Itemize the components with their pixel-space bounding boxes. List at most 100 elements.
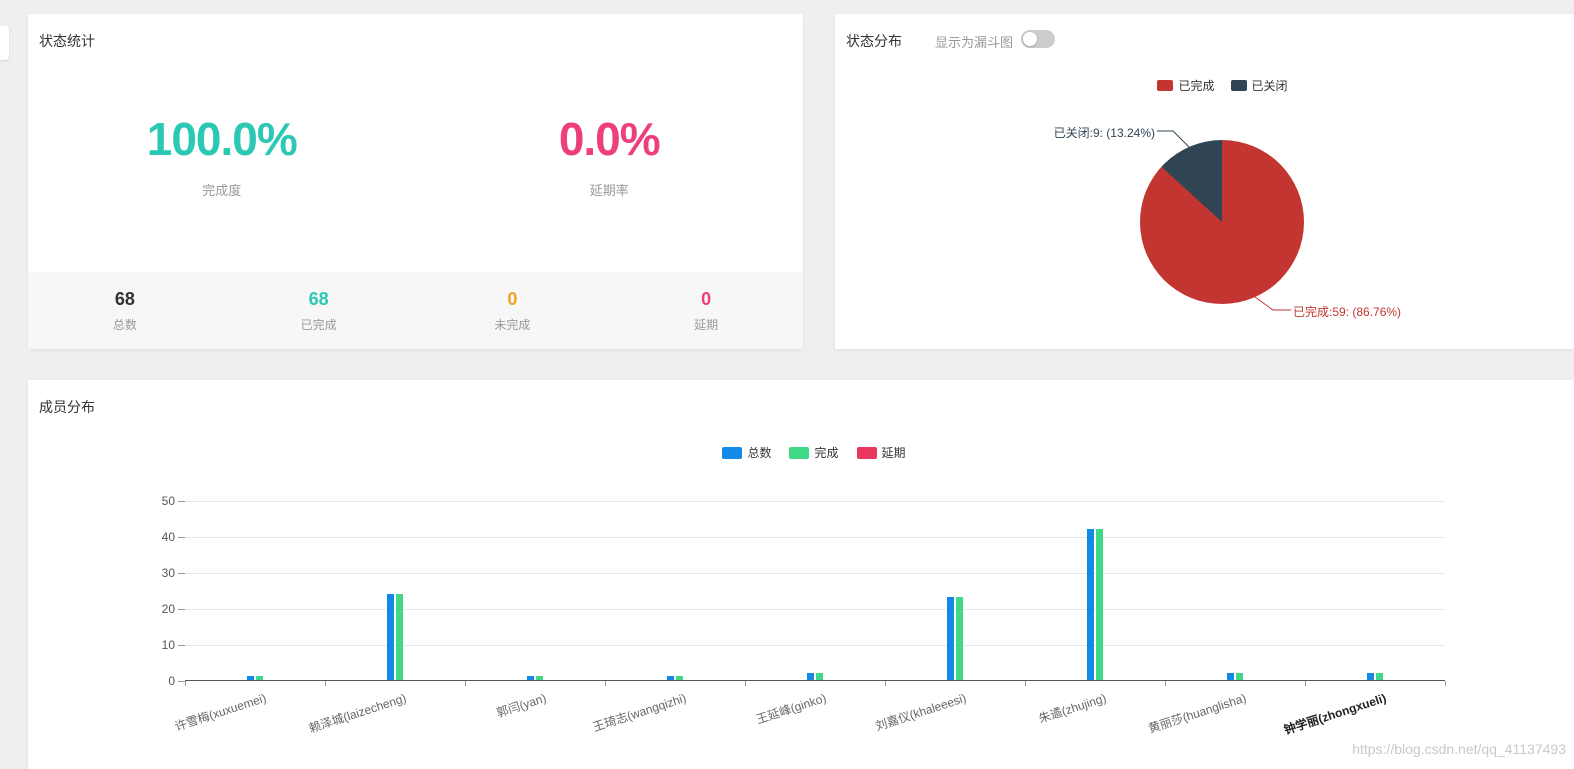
gridline	[185, 501, 1445, 502]
y-axis-label: 30	[161, 566, 175, 580]
delayed-legend-label: 延期	[881, 446, 906, 460]
delayed-legend-swatch	[856, 446, 877, 459]
member-distribution-card: 成员分布 总数 完成 延期 0 10 20 30 40 50 许雪梅(xuxuemei) 赖泽…	[28, 380, 1574, 769]
x-axis-label: 钟学丽(zhongxueli)	[1282, 690, 1388, 738]
completion-rate-value: 100.0%	[146, 113, 298, 165]
x-axis-label: 王延峰(ginko)	[754, 690, 828, 727]
status-metrics: 100.0% 完成度 0.0% 延期率	[28, 112, 803, 199]
completed-legend-label: 已完成	[1178, 79, 1215, 93]
y-axis-label: 40	[161, 530, 175, 544]
counter-incomplete-label: 未完成	[494, 317, 531, 332]
counter-incomplete-value: 0	[507, 288, 518, 309]
y-axis-label: 20	[161, 602, 175, 616]
x-axis-tick	[745, 681, 746, 686]
legend-item-delayed[interactable]: 延期	[856, 444, 906, 461]
x-axis-tick	[1445, 681, 1446, 686]
x-axis-tick	[1025, 681, 1026, 686]
x-axis-label: 王琦志(wangqizhi)	[591, 690, 688, 735]
y-axis-tick	[178, 537, 185, 538]
y-axis-label: 10	[161, 638, 175, 652]
y-axis-tick	[178, 645, 185, 646]
delay-rate-value: 0.0%	[558, 113, 661, 165]
counter-completed-label: 已完成	[300, 317, 337, 332]
status-distribution-card: 状态分布 显示为漏斗图 已完成 已关闭 已关闭:9: (13.24%) 已完成:…	[835, 14, 1574, 349]
x-axis-tick	[465, 681, 466, 686]
counter-delayed-value: 0	[701, 288, 712, 309]
status-counters: 68 总数 68 已完成 0 未完成 0 延期	[28, 272, 803, 349]
funnel-toggle-knob	[1023, 32, 1037, 46]
bar[interactable]	[247, 676, 254, 680]
counter-total-label: 总数	[112, 317, 137, 332]
x-axis-tick	[1165, 681, 1166, 686]
status-pie[interactable]	[1140, 140, 1304, 304]
x-axis-label: 许雪梅(xuxuemei)	[172, 690, 268, 734]
pie-legend: 已完成 已关闭	[835, 77, 1574, 94]
completion-rate-metric: 100.0% 完成度	[28, 112, 416, 199]
y-axis-tick	[178, 501, 185, 502]
counter-total-value: 68	[114, 288, 135, 309]
counter-delayed-label: 延期	[694, 317, 719, 332]
gridline	[185, 645, 1445, 646]
closed-legend-label: 已关闭	[1251, 79, 1288, 93]
bar-legend: 总数 完成 延期	[28, 444, 1574, 461]
delay-rate-label: 延期率	[589, 183, 629, 198]
y-axis-tick	[178, 609, 185, 610]
counter-completed: 68 已完成	[222, 289, 416, 333]
legend-item-done[interactable]: 完成	[789, 444, 839, 461]
bar[interactable]	[676, 676, 683, 680]
bar[interactable]	[807, 672, 814, 680]
y-axis-tick	[178, 573, 185, 574]
bar-plot: 0 10 20 30 40 50 许雪梅(xuxuemei) 赖泽城(laizecheng) 郭…	[162, 494, 1446, 737]
bar[interactable]	[1236, 672, 1243, 680]
x-axis-tick	[605, 681, 606, 686]
status-stats-title: 状态统计	[39, 33, 95, 49]
status-stats-card: 状态统计 100.0% 完成度 0.0% 延期率 68 总数 68 已完成 0 …	[28, 14, 803, 349]
bar[interactable]	[1227, 672, 1234, 680]
pie-callout-closed: 已关闭:9: (13.24%)	[1053, 126, 1155, 140]
done-legend-swatch	[789, 446, 810, 459]
member-distribution-title: 成员分布	[39, 399, 95, 415]
bar[interactable]	[667, 676, 674, 680]
total-legend-label: 总数	[747, 446, 772, 460]
counter-delayed: 0 延期	[609, 289, 803, 333]
x-axis-tick	[325, 681, 326, 686]
total-legend-swatch	[722, 446, 743, 459]
bar[interactable]	[1096, 528, 1103, 680]
x-axis-label: 朱遹(zhujing)	[1037, 690, 1108, 726]
counter-incomplete: 0 未完成	[416, 289, 610, 333]
delay-rate-metric: 0.0% 延期率	[416, 112, 804, 199]
bar[interactable]	[396, 593, 403, 680]
bar[interactable]	[816, 672, 823, 680]
sidebar-collapse-handle[interactable]	[0, 26, 9, 60]
completed-legend-swatch	[1157, 80, 1174, 91]
counter-completed-value: 68	[308, 288, 329, 309]
x-axis-label: 刘嘉仪(khaleeesi)	[873, 690, 968, 734]
bar[interactable]	[527, 676, 534, 680]
gridline	[185, 609, 1445, 610]
x-axis-label: 郭闫(yan)	[494, 690, 548, 721]
gridline	[185, 537, 1445, 538]
x-axis-tick	[1305, 681, 1306, 686]
bar[interactable]	[387, 593, 394, 680]
watermark: https://blog.csdn.net/qq_41137493	[1352, 741, 1566, 757]
completion-rate-label: 完成度	[202, 183, 242, 198]
legend-item-total[interactable]: 总数	[722, 444, 771, 461]
funnel-toggle-label: 显示为漏斗图	[935, 35, 1014, 50]
legend-item-completed[interactable]: 已完成	[1157, 77, 1215, 94]
counter-total: 68 总数	[28, 289, 222, 333]
funnel-toggle[interactable]	[1021, 30, 1055, 48]
bar[interactable]	[1087, 528, 1094, 680]
bar[interactable]	[1376, 672, 1383, 680]
legend-item-closed[interactable]: 已关闭	[1230, 77, 1288, 94]
gridline	[185, 573, 1445, 574]
bar[interactable]	[256, 676, 263, 680]
x-axis-tick	[885, 681, 886, 686]
bar[interactable]	[536, 676, 543, 680]
bar[interactable]	[947, 597, 954, 680]
bar[interactable]	[1367, 672, 1374, 680]
bar[interactable]	[956, 597, 963, 680]
x-axis-tick	[185, 681, 186, 686]
pie-callout-line-done	[1254, 296, 1291, 311]
status-distribution-title: 状态分布	[846, 33, 902, 49]
x-axis-label: 赖泽城(laizecheng)	[307, 690, 408, 736]
